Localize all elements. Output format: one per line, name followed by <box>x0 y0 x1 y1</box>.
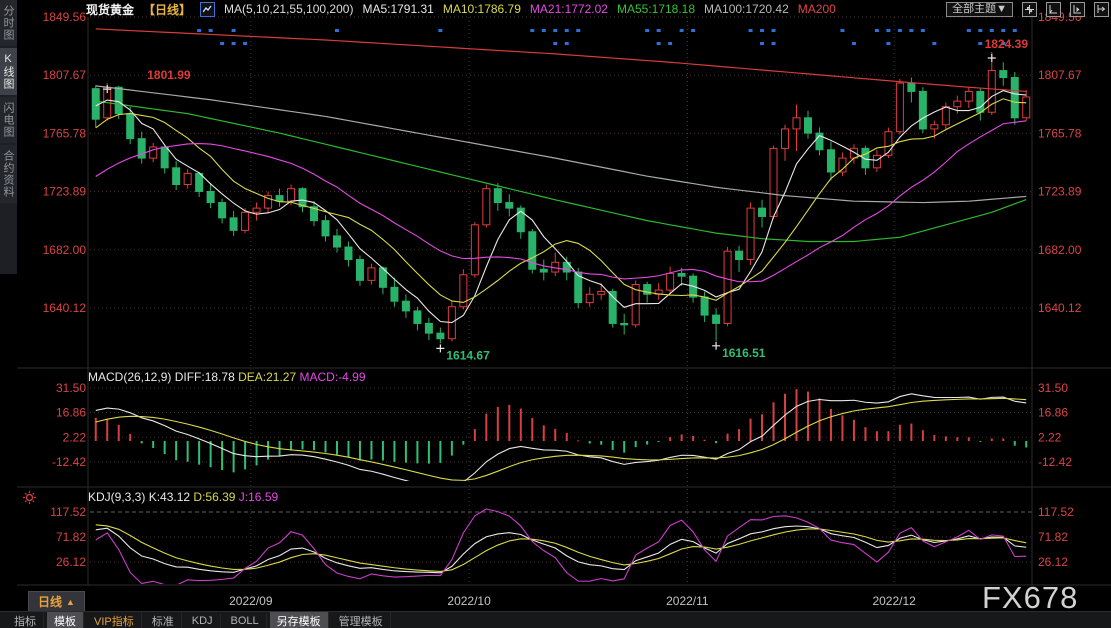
svg-text:16.86: 16.86 <box>1038 406 1068 420</box>
svg-text:-12.42: -12.42 <box>52 455 86 469</box>
period-selector-button[interactable]: 日线 ▲ <box>28 591 85 612</box>
macd-title: MACD(26,12,9) <box>88 370 172 384</box>
ma-value-5: MA200 <box>797 2 836 16</box>
tab-1[interactable]: 指标 <box>7 611 44 628</box>
svg-text:26.12: 26.12 <box>1038 555 1068 569</box>
svg-text:1723.89: 1723.89 <box>43 185 87 199</box>
svg-text:71.82: 71.82 <box>1038 530 1068 544</box>
svg-text:2.22: 2.22 <box>63 430 87 444</box>
macd-macd-value: MACD:-4.99 <box>299 370 366 384</box>
tab-5[interactable]: KDJ <box>185 613 221 628</box>
ma100-line <box>95 85 1027 204</box>
macd-indicator-header: MACD(26,12,9) DIFF:18.78 DEA:21.27 MACD:… <box>88 370 366 384</box>
sidebar-item-2[interactable]: K线图 <box>0 48 17 95</box>
kdj-panel <box>95 508 1027 584</box>
svg-text:71.82: 71.82 <box>56 530 86 544</box>
svg-text:31.50: 31.50 <box>1038 381 1068 395</box>
sidebar-item-4[interactable]: 合约资料 <box>0 145 17 203</box>
expand-right-icon[interactable] <box>1094 1 1109 17</box>
tab-3[interactable]: VIP指标 <box>87 611 142 628</box>
kdj-settings-gear-icon[interactable] <box>22 490 37 505</box>
gridlines <box>17 16 1111 586</box>
bottom-tab-bar: 指标 模板 VIP指标 标准 KDJ BOLL 另存模板 管理模板 <box>0 611 1111 628</box>
tab-8[interactable]: 管理模板 <box>332 611 391 628</box>
ma55-line <box>95 100 1027 243</box>
tab-7[interactable]: 另存模板 <box>269 611 329 628</box>
svg-text:117.52: 117.52 <box>1038 505 1074 519</box>
ma10-line <box>95 98 1027 304</box>
sidebar-item-3[interactable]: 闪电图 <box>0 97 17 143</box>
watermark: FX678 <box>982 580 1079 615</box>
svg-text:1824.39: 1824.39 <box>985 37 1029 51</box>
svg-text:1765.78: 1765.78 <box>43 126 87 140</box>
tab-6[interactable]: BOLL <box>224 613 267 628</box>
tab-2[interactable]: 模板 <box>47 611 84 628</box>
candlestick-series <box>91 28 1031 344</box>
kdj-indicator-header: KDJ(9,3,3) K:43.12 D:56.39 J:16.59 <box>88 490 278 504</box>
candlestick-chart-icon <box>200 1 216 17</box>
ma-value-1: MA10:1786.79 <box>442 2 521 16</box>
svg-text:16.86: 16.86 <box>56 406 86 420</box>
macd-diff-value: DIFF:18.78 <box>174 370 235 384</box>
svg-text:26.12: 26.12 <box>56 555 86 569</box>
crosshair-icon[interactable] <box>1022 1 1037 17</box>
ma-values: MA5:1791.31 MA10:1786.79 MA21:1772.02 MA55:… <box>362 2 844 16</box>
theme-dropdown-button[interactable]: 全部主题▼ <box>946 1 1013 17</box>
macd-dea-value: DEA:21.27 <box>238 370 297 384</box>
play-forward-icon[interactable] <box>1070 1 1085 17</box>
ma-value-2: MA21:1772.02 <box>529 2 608 16</box>
macd-panel <box>94 389 1028 481</box>
sidebar-item-1[interactable]: 分时图 <box>0 0 17 46</box>
chart-header: 现货黄金 【日线】 MA(5,10,21,55,100,200) MA5:179… <box>86 1 1109 17</box>
kdj-d-value: D:56.39 <box>193 490 236 504</box>
period-arrow-icon: ▲ <box>66 596 75 607</box>
ma21-line <box>95 120 1027 283</box>
svg-text:2.22: 2.22 <box>1038 430 1062 444</box>
svg-text:31.50: 31.50 <box>56 381 86 395</box>
kdj-k-value: K:43.12 <box>148 490 191 504</box>
svg-text:2022/09: 2022/09 <box>229 594 273 608</box>
ma200-line <box>95 28 1027 93</box>
tab-4[interactable]: 标准 <box>145 611 182 628</box>
svg-text:2022/12: 2022/12 <box>872 594 916 608</box>
svg-text:1807.67: 1807.67 <box>43 68 87 82</box>
sidebar: 分时图 K线图闪电图合约资料 <box>0 0 17 274</box>
period-label: 日线 <box>38 595 63 609</box>
ma-value-3: MA55:1718.18 <box>616 2 696 16</box>
kdj-title: KDJ(9,3,3) <box>88 490 146 504</box>
svg-text:1640.12: 1640.12 <box>43 301 87 315</box>
svg-text:1849.56: 1849.56 <box>43 10 87 24</box>
symbol-title: 现货黄金 <box>86 2 135 17</box>
svg-text:1807.67: 1807.67 <box>1038 68 1082 82</box>
ma5-line <box>95 89 1027 324</box>
ma-value-0: MA5:1791.31 <box>362 2 434 16</box>
period-tag: 【日线】 <box>143 2 192 17</box>
svg-text:1765.78: 1765.78 <box>1038 126 1082 140</box>
svg-text:117.52: 117.52 <box>50 505 86 519</box>
svg-text:1614.67: 1614.67 <box>446 348 490 362</box>
svg-text:1801.99: 1801.99 <box>147 68 191 82</box>
svg-text:2022/11: 2022/11 <box>666 594 709 608</box>
svg-text:1682.00: 1682.00 <box>1038 243 1082 257</box>
svg-text:1616.51: 1616.51 <box>722 346 766 360</box>
svg-text:-12.42: -12.42 <box>1038 455 1072 469</box>
zoom-x-axis-icon[interactable] <box>1046 1 1061 17</box>
svg-text:1723.89: 1723.89 <box>1038 185 1082 199</box>
ma-value-4: MA100:1720.42 <box>704 2 789 16</box>
svg-text:1682.00: 1682.00 <box>43 243 87 257</box>
kdj-j-value: J:16.59 <box>238 490 279 504</box>
svg-text:2022/10: 2022/10 <box>447 594 491 608</box>
svg-text:1640.12: 1640.12 <box>1038 301 1082 315</box>
ma-settings-label: MA(5,10,21,55,100,200) <box>224 2 354 16</box>
